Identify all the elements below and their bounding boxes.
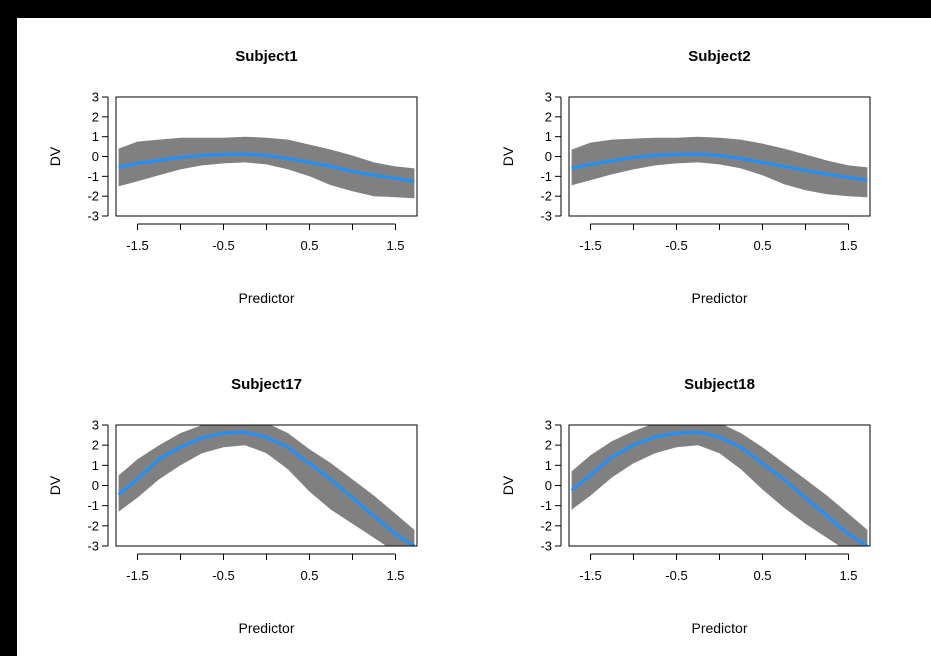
y-tick-label: 0 bbox=[92, 478, 99, 493]
x-tick-label: 0.5 bbox=[753, 568, 771, 583]
x-tick-label: 0.5 bbox=[300, 568, 318, 583]
data-layer bbox=[117, 425, 416, 546]
chart-title: Subject17 bbox=[231, 376, 302, 393]
chart-title: Subject1 bbox=[235, 48, 298, 65]
y-tick-label: 0 bbox=[92, 149, 99, 164]
y-tick-label: 3 bbox=[92, 90, 99, 105]
x-tick-label: 1.5 bbox=[839, 568, 857, 583]
plot-panel: -1.5 -0.5 0.5 1.5 -3 -2 -1 0 1 2 3 Subject1 Predicto… bbox=[17, 18, 931, 656]
y-tick-label: -1 bbox=[87, 498, 99, 513]
y-tick-label: -1 bbox=[87, 169, 99, 184]
subplot-2: -1.5 -0.5 0.5 1.5 -3 -2 -1 0 1 2 3 Subject2 Predicto… bbox=[500, 48, 871, 306]
y-tick-label: 1 bbox=[92, 129, 99, 144]
subplot-3: -1.5 -0.5 0.5 1.5 -3 -2 -1 0 1 2 3 Subject17 Predict… bbox=[47, 376, 418, 636]
y-tick-label: -3 bbox=[87, 539, 99, 554]
y-tick-label: -3 bbox=[540, 539, 552, 554]
plot-frame bbox=[568, 96, 871, 217]
y-tick-label: -1 bbox=[540, 169, 552, 184]
x-axis-label: Predictor bbox=[691, 620, 747, 636]
chart-grid: -1.5 -0.5 0.5 1.5 -3 -2 -1 0 1 2 3 Subject1 Predicto… bbox=[47, 48, 871, 636]
y-tick-label: 1 bbox=[545, 458, 552, 473]
y-tick-label: 2 bbox=[92, 109, 99, 124]
data-cloud-band bbox=[118, 136, 415, 199]
subplot-1: -1.5 -0.5 0.5 1.5 -3 -2 -1 0 1 2 3 Subject1 Predicto… bbox=[47, 48, 418, 306]
x-axis-label: Predictor bbox=[238, 290, 294, 306]
chart-title: Subject18 bbox=[684, 376, 755, 393]
subplot-4: -1.5 -0.5 0.5 1.5 -3 -2 -1 0 1 2 3 Subject18 Predict… bbox=[500, 376, 871, 636]
plot-frame bbox=[115, 424, 418, 547]
y-tick-label: 3 bbox=[92, 418, 99, 433]
x-tick-label: -1.5 bbox=[126, 238, 148, 253]
data-layer bbox=[570, 425, 869, 546]
y-axis-label: DV bbox=[47, 146, 63, 166]
x-tick-label: -1.5 bbox=[579, 568, 601, 583]
y-tick-label: 0 bbox=[545, 478, 552, 493]
fit-line-series-1 bbox=[571, 152, 868, 182]
x-tick-label: 0.5 bbox=[300, 238, 318, 253]
data-cloud-band bbox=[571, 425, 868, 546]
x-tick-label: 1.5 bbox=[386, 568, 404, 583]
data-cloud-band bbox=[118, 425, 415, 546]
data-layer bbox=[118, 136, 415, 199]
y-tick-label: 2 bbox=[545, 109, 552, 124]
x-tick-label: -0.5 bbox=[212, 238, 234, 253]
x-tick-label: -0.5 bbox=[665, 238, 687, 253]
y-tick-label: -2 bbox=[87, 518, 99, 533]
x-tick-label: 0.5 bbox=[753, 238, 771, 253]
x-axis-label: Predictor bbox=[691, 290, 747, 306]
data-layer bbox=[571, 136, 868, 198]
y-tick-label: 3 bbox=[545, 90, 552, 105]
x-tick-label: -1.5 bbox=[126, 568, 148, 583]
y-axis-label: DV bbox=[47, 475, 63, 495]
y-tick-label: 1 bbox=[545, 129, 552, 144]
data-cloud-band bbox=[571, 136, 868, 198]
x-tick-label: -0.5 bbox=[665, 568, 687, 583]
x-tick-label: 1.5 bbox=[839, 238, 857, 253]
fit-line-series-1 bbox=[117, 430, 416, 546]
y-tick-label: -2 bbox=[540, 518, 552, 533]
y-axis-label: DV bbox=[500, 146, 516, 166]
plot-frame bbox=[568, 424, 871, 547]
y-tick-label: -2 bbox=[87, 189, 99, 204]
x-tick-label: -1.5 bbox=[579, 238, 601, 253]
y-tick-label: -2 bbox=[540, 189, 552, 204]
y-tick-label: -3 bbox=[87, 209, 99, 224]
plot-frame bbox=[115, 96, 418, 217]
y-tick-label: -1 bbox=[540, 498, 552, 513]
y-tick-label: -3 bbox=[540, 209, 552, 224]
fit-line-series-1 bbox=[570, 430, 869, 546]
y-tick-label: 0 bbox=[545, 149, 552, 164]
y-tick-label: 3 bbox=[545, 418, 552, 433]
x-tick-label: 1.5 bbox=[386, 238, 404, 253]
x-tick-label: -0.5 bbox=[212, 568, 234, 583]
y-axis-label: DV bbox=[500, 475, 516, 495]
y-tick-label: 2 bbox=[92, 438, 99, 453]
x-axis-label: Predictor bbox=[238, 620, 294, 636]
y-tick-label: 2 bbox=[545, 438, 552, 453]
chart-title: Subject2 bbox=[688, 48, 751, 65]
fit-line-series-1 bbox=[118, 152, 415, 183]
y-tick-label: 1 bbox=[92, 458, 99, 473]
